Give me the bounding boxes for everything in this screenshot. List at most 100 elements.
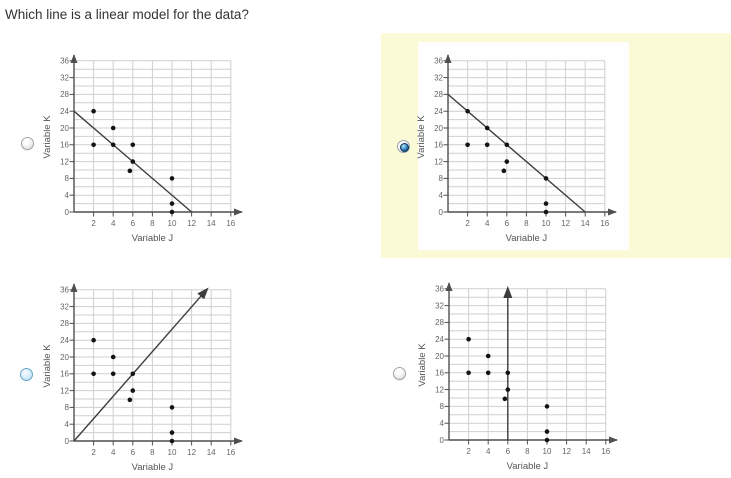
svg-text:6: 6 xyxy=(506,447,511,456)
model-line xyxy=(447,93,586,213)
gridlines xyxy=(74,289,232,441)
svg-text:10: 10 xyxy=(168,448,177,457)
y-axis-label: Variable K xyxy=(417,343,428,387)
svg-text:8: 8 xyxy=(65,403,70,412)
scatter-point xyxy=(169,430,175,435)
svg-text:16: 16 xyxy=(226,448,235,457)
svg-text:20: 20 xyxy=(434,124,443,133)
option-a-radio[interactable] xyxy=(21,137,34,150)
svg-text:32: 32 xyxy=(435,301,444,310)
scatter-point xyxy=(466,370,471,376)
scatter-point xyxy=(484,142,490,148)
svg-text:16: 16 xyxy=(601,447,610,456)
scatter-points xyxy=(466,336,550,443)
svg-text:12: 12 xyxy=(562,447,571,456)
scatter-points xyxy=(91,337,175,444)
svg-text:16: 16 xyxy=(434,141,443,150)
svg-text:12: 12 xyxy=(434,157,443,166)
option-d-radio[interactable] xyxy=(393,367,406,380)
scatter-point xyxy=(501,168,507,174)
scatter-point xyxy=(544,429,550,434)
x-axis-label: Variable J xyxy=(132,233,174,244)
tick-marks xyxy=(69,289,232,446)
svg-text:16: 16 xyxy=(60,370,69,379)
svg-text:8: 8 xyxy=(150,448,155,457)
svg-text:14: 14 xyxy=(582,447,591,456)
question-text: Which line is a linear model for the dat… xyxy=(5,7,249,22)
y-axis-label: Variable K xyxy=(416,115,427,159)
svg-text:8: 8 xyxy=(440,402,445,411)
x-axis-label: Variable J xyxy=(506,233,548,244)
svg-text:8: 8 xyxy=(65,174,70,183)
scatter-point xyxy=(465,108,470,114)
svg-text:12: 12 xyxy=(60,386,69,395)
svg-text:4: 4 xyxy=(485,219,490,228)
svg-text:8: 8 xyxy=(525,447,530,456)
gridlines xyxy=(449,288,607,440)
scatter-point xyxy=(169,176,175,181)
svg-text:8: 8 xyxy=(150,219,155,228)
scatter-point xyxy=(91,142,96,148)
y-axis-label: Variable K xyxy=(42,115,53,159)
svg-text:36: 36 xyxy=(60,286,69,295)
option-c-radio[interactable] xyxy=(20,368,33,381)
svg-text:10: 10 xyxy=(168,219,177,228)
selected-option-card xyxy=(418,42,629,250)
svg-text:20: 20 xyxy=(60,124,69,133)
x-axis-label: Variable J xyxy=(132,462,174,473)
scatter-point xyxy=(484,125,490,131)
svg-text:2: 2 xyxy=(466,447,471,456)
svg-text:16: 16 xyxy=(600,219,609,228)
svg-text:12: 12 xyxy=(187,219,196,228)
scatter-point xyxy=(169,209,175,215)
svg-text:24: 24 xyxy=(435,335,444,344)
scatter-point xyxy=(543,201,549,206)
svg-text:24: 24 xyxy=(60,336,69,345)
gridlines xyxy=(448,60,606,212)
svg-text:12: 12 xyxy=(187,448,196,457)
svg-text:32: 32 xyxy=(434,73,443,82)
svg-text:28: 28 xyxy=(60,319,69,328)
scatter-point xyxy=(485,370,491,376)
scatter-point xyxy=(465,142,470,148)
svg-text:24: 24 xyxy=(434,107,443,116)
scatter-point xyxy=(130,371,136,377)
svg-text:2: 2 xyxy=(91,448,96,457)
svg-text:4: 4 xyxy=(440,419,445,428)
scatter-point xyxy=(110,354,116,360)
scatter-point xyxy=(169,201,175,206)
svg-text:0: 0 xyxy=(439,208,444,217)
svg-text:2: 2 xyxy=(465,219,470,228)
svg-text:32: 32 xyxy=(60,73,69,82)
svg-text:10: 10 xyxy=(542,219,551,228)
scatter-point xyxy=(504,142,510,148)
svg-text:28: 28 xyxy=(60,90,69,99)
scatter-point xyxy=(169,405,175,410)
svg-text:14: 14 xyxy=(581,219,590,228)
scatter-point xyxy=(130,159,136,164)
gridlines xyxy=(74,60,232,212)
option-b-radio[interactable] xyxy=(397,140,410,153)
svg-text:4: 4 xyxy=(65,420,70,429)
svg-text:6: 6 xyxy=(131,219,136,228)
svg-text:20: 20 xyxy=(60,353,69,362)
svg-text:20: 20 xyxy=(435,352,444,361)
svg-text:14: 14 xyxy=(207,448,216,457)
scatter-point xyxy=(543,209,549,215)
svg-text:12: 12 xyxy=(435,385,444,394)
scatter-point xyxy=(504,159,510,164)
scatter-point xyxy=(110,371,116,377)
svg-text:6: 6 xyxy=(505,219,510,228)
scatter-point xyxy=(169,438,175,444)
scatter-point xyxy=(544,437,550,443)
svg-text:4: 4 xyxy=(111,219,116,228)
tick-marks xyxy=(443,60,606,217)
svg-text:12: 12 xyxy=(561,219,570,228)
svg-text:4: 4 xyxy=(65,191,70,200)
